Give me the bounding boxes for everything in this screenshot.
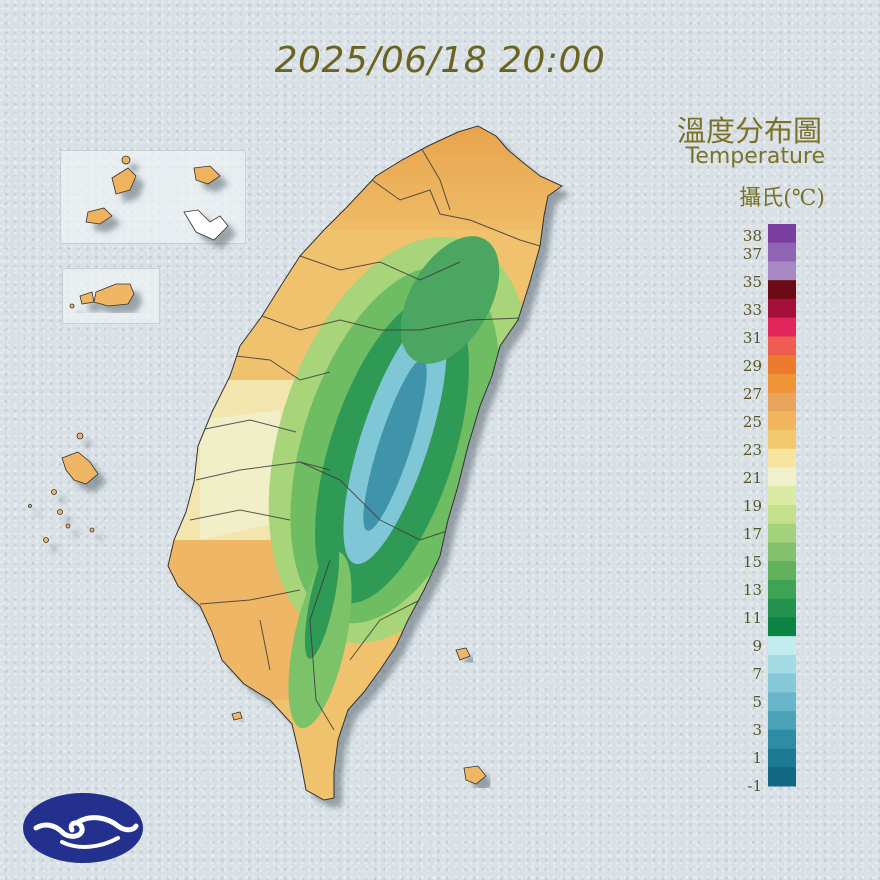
legend-swatch	[768, 242, 796, 262]
legend-swatch	[768, 598, 796, 618]
legend-label: 38	[743, 227, 762, 245]
island-matsu	[85, 155, 229, 241]
legend-label: 19	[743, 497, 762, 515]
legend-swatch	[768, 336, 796, 356]
legend-swatch	[768, 542, 796, 562]
legend-swatch	[768, 617, 796, 637]
legend-label: 9	[752, 637, 762, 655]
legend-label: 21	[743, 469, 762, 487]
legend-label: 5	[752, 693, 762, 711]
cwa-cloud-logo-icon	[23, 793, 143, 863]
legend-label: 23	[743, 441, 762, 459]
island-orchid	[463, 765, 487, 785]
legend-swatch	[768, 579, 796, 600]
map-timestamp: 2025/06/18 20:00	[274, 40, 606, 81]
legend-swatch	[768, 448, 796, 469]
island-green	[455, 647, 471, 661]
legend-swatch	[768, 486, 796, 506]
legend-label: 1	[752, 749, 762, 767]
legend-label: 31	[743, 329, 762, 347]
legend-swatch	[768, 355, 796, 375]
legend-swatch	[768, 767, 796, 787]
legend-swatch	[768, 692, 796, 712]
legend-label: 17	[743, 525, 762, 543]
legend-swatch	[768, 748, 796, 768]
legend-swatch	[768, 298, 796, 319]
legend-label: 7	[752, 665, 762, 683]
legend-label: 29	[743, 357, 762, 375]
island-kinmen	[69, 283, 135, 309]
legend-swatch	[768, 467, 796, 487]
map-title-english: Temperature	[685, 144, 825, 169]
legend-label: 35	[743, 273, 762, 291]
legend-swatch	[768, 654, 796, 675]
legend-label: 37	[743, 245, 762, 263]
temperature-unit: 攝氏(℃)	[739, 186, 825, 211]
legend-label: 33	[743, 301, 762, 319]
legend-swatch	[768, 505, 796, 525]
island-liuqiu	[231, 711, 243, 721]
legend-color-bar	[768, 224, 796, 787]
legend-swatch	[768, 261, 796, 281]
legend-swatch	[768, 373, 796, 394]
legend-swatch	[768, 411, 796, 431]
legend-label: 13	[743, 581, 762, 599]
legend-swatch	[768, 673, 796, 693]
legend-swatch	[768, 317, 796, 337]
island-penghu	[28, 432, 99, 543]
legend-label: -1	[747, 777, 762, 795]
legend-swatch	[768, 711, 796, 731]
legend-label: 11	[743, 609, 762, 627]
legend-swatch	[768, 392, 796, 412]
legend-label: 25	[743, 413, 762, 431]
legend-swatch	[768, 523, 796, 543]
legend-swatch	[768, 729, 796, 750]
legend-swatch	[768, 280, 796, 300]
legend-swatch	[768, 430, 796, 450]
map-title-chinese: 溫度分布圖	[676, 114, 822, 148]
legend-label: 27	[743, 385, 762, 403]
legend-swatch	[768, 636, 796, 656]
legend-swatch	[768, 224, 796, 244]
legend-label: 3	[752, 721, 762, 739]
legend-swatch	[768, 561, 796, 581]
legend-label: 15	[743, 553, 762, 571]
